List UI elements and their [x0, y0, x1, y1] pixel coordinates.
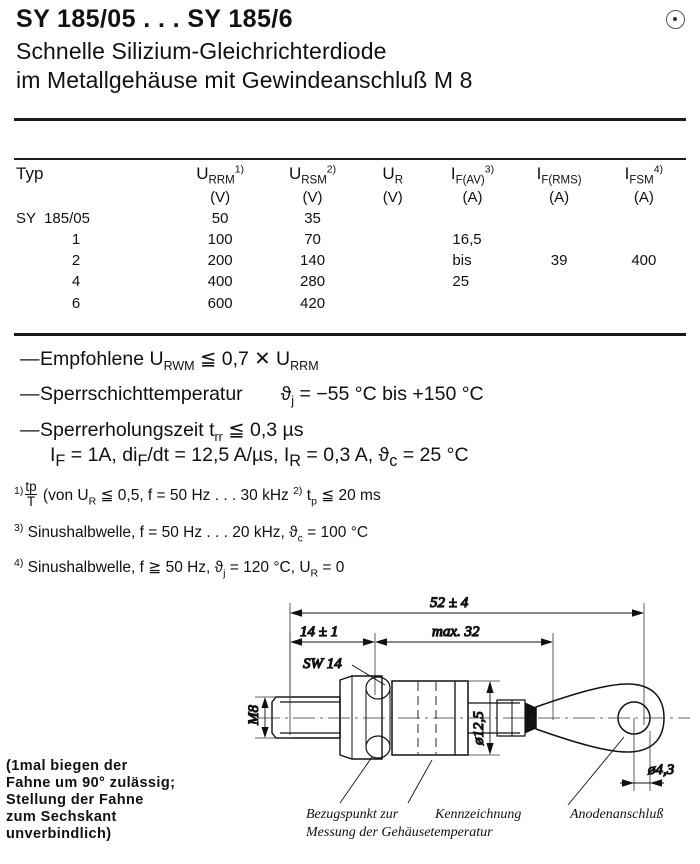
bend-note: (1mal biegen der Fahne um 90° zulässig; … [6, 758, 176, 843]
dim-overall-length: 52 ± 4 [430, 595, 469, 611]
cell-urrm: 400 [207, 273, 233, 291]
dim-thread: M8 [246, 705, 262, 726]
subtitle-line-2: im Metallgehäuse mit Gewindeanschluß M 8 [16, 66, 473, 93]
page-title: SY 185/05 . . . SY 185/6 [16, 5, 293, 33]
spec-item-reverse-recovery-time: —Sperrerholungszeit trr ≦ 0,3 µs [20, 418, 304, 444]
cell-urrm: 600 [207, 294, 233, 312]
cell-urrm: 100 [207, 230, 233, 248]
cell-typ: SY 185/05 [16, 209, 90, 227]
table-row: 4 400 280 [14, 271, 686, 292]
if-av-max: 25 [452, 273, 470, 291]
outline-drawing: 52 ± 4 14 ± 1 max. 32 SW 14 [0, 585, 700, 864]
if-av-range: 16,5 bis 25 [428, 229, 516, 293]
footnote-3: 3) Sinushalbwelle, f = 50 Hz . . . 20 kH… [14, 522, 369, 545]
cell-ursm: 35 [304, 209, 321, 227]
spec-item-junction-temperature: —Sperrschichttemperatur ϑj = −55 °C bis … [20, 383, 484, 409]
footnotes: 1) tp T (von UR ≦ 0,5, f = 50 Hz . . . 30 … [14, 479, 686, 593]
registration-mark-icon [666, 10, 685, 29]
title-block: SY 185/05 . . . SY 185/6 Schnelle Silizi… [16, 5, 626, 95]
column-unit-if-av: (A) [462, 188, 483, 206]
if-av-min: 16,5 [452, 230, 482, 248]
cell-ursm: 140 [300, 252, 326, 270]
footnote-4: 4) Sinushalbwelle, f ≧ 50 Hz, ϑj = 120 °… [14, 557, 345, 580]
column-header-typ: Typ [14, 163, 172, 208]
duty-cycle-fraction: tp T [25, 479, 37, 510]
dash-icon: — [20, 383, 40, 406]
if-av-bis: bis [452, 252, 472, 270]
spec-item-test-conditions: IF = 1A, diF/dt = 12,5 A/µs, IR = 0,3 A,… [50, 444, 469, 471]
table-row: 6 600 420 [14, 293, 686, 314]
dim-thread-length: 14 ± 1 [300, 624, 338, 640]
column-symbol-if-av: IF(AV)3) [450, 163, 495, 187]
cell-if-rms: 39 [550, 252, 568, 270]
cell-ur [357, 229, 428, 250]
dim-wrench-size: SW 14 [303, 656, 342, 672]
column-symbol-ifsm: IFSM4) [624, 163, 664, 187]
cell-ifsm: 400 [631, 252, 657, 270]
cell-ur [357, 250, 428, 271]
cell-urrm: 200 [207, 252, 233, 270]
column-symbol-typ: Typ [16, 164, 44, 183]
dim-body-diameter: ø12,5 [471, 711, 487, 746]
cell-typ: 1 [71, 230, 81, 248]
dim-body-max: max. 32 [432, 624, 480, 640]
column-unit-ur: (V) [382, 188, 403, 206]
cell-ur [357, 271, 428, 292]
column-header-if-av: IF(AV)3) (A) [428, 163, 516, 208]
dim-hole-diameter: ø4,3 [647, 762, 674, 778]
column-header-ur: UR (V) [357, 163, 428, 208]
column-header-urrm: URRM1) (V) [172, 163, 268, 208]
column-header-if-rms: IF(RMS) (A) [517, 163, 602, 208]
dash-icon: — [20, 348, 40, 370]
callout-anode-terminal: Anodenanschluß [569, 807, 663, 822]
column-unit-ursm: (V) [302, 188, 323, 206]
column-unit-if-rms: (A) [549, 188, 570, 206]
table-row: SY 185/05 50 35 16,5 bis 25 39 400 [14, 208, 686, 291]
column-header-ifsm: IFSM4) (A) [602, 163, 686, 208]
callout-reference-point-line1: Bezugspunkt zur [306, 807, 399, 822]
column-symbol-ursm: URSM2) [288, 163, 337, 187]
column-symbol-if-rms: IF(RMS) [536, 164, 582, 187]
column-unit-ifsm: (A) [633, 188, 654, 206]
specification-list: —Empfohlene URWM ≦ 0,7 ✕ URRM —Sperrschi… [20, 348, 680, 471]
table-row: 1 100 70 [14, 229, 686, 250]
column-unit-urrm: (V) [210, 188, 231, 206]
subtitle-line-1: Schnelle Silizium-Gleichrichterdiode [16, 37, 387, 64]
cell-ursm: 70 [304, 230, 321, 248]
cell-if-av: 16,5 bis 25 [428, 208, 516, 314]
cell-ur [357, 293, 428, 314]
cell-urrm: 50 [211, 209, 229, 227]
cell-typ: 4 [71, 273, 81, 291]
column-symbol-ur: UR [382, 164, 404, 187]
cell-typ: 6 [71, 294, 81, 312]
callout-reference-point-line2: Messung der Gehäusetemperatur [305, 825, 493, 840]
spec-item-recommended-urwm: —Empfohlene URWM ≦ 0,7 ✕ URRM [20, 348, 319, 373]
dash-icon: — [20, 418, 40, 441]
footnote-1: 1) tp T (von UR ≦ 0,5, f = 50 Hz . . . 30 … [14, 479, 381, 510]
cell-ur [357, 208, 428, 229]
column-header-ursm: URSM2) (V) [268, 163, 357, 208]
cell-typ: 2 [71, 252, 81, 270]
rule-below-table [14, 333, 686, 336]
table-row: 2 200 140 [14, 250, 686, 271]
rule-below-table-header [14, 158, 686, 160]
cell-ursm: 280 [300, 273, 326, 291]
table-header-row: Typ URRM1) (V) URSM2) (V) UR (V) IF(AV)3… [14, 163, 686, 208]
column-symbol-urrm: URRM1) [196, 163, 245, 187]
callout-marking: Kennzeichnung [434, 807, 521, 822]
cell-ursm: 420 [300, 294, 326, 312]
rule-above-table [14, 118, 686, 121]
ratings-table: Typ URRM1) (V) URSM2) (V) UR (V) IF(AV)3… [14, 163, 686, 314]
